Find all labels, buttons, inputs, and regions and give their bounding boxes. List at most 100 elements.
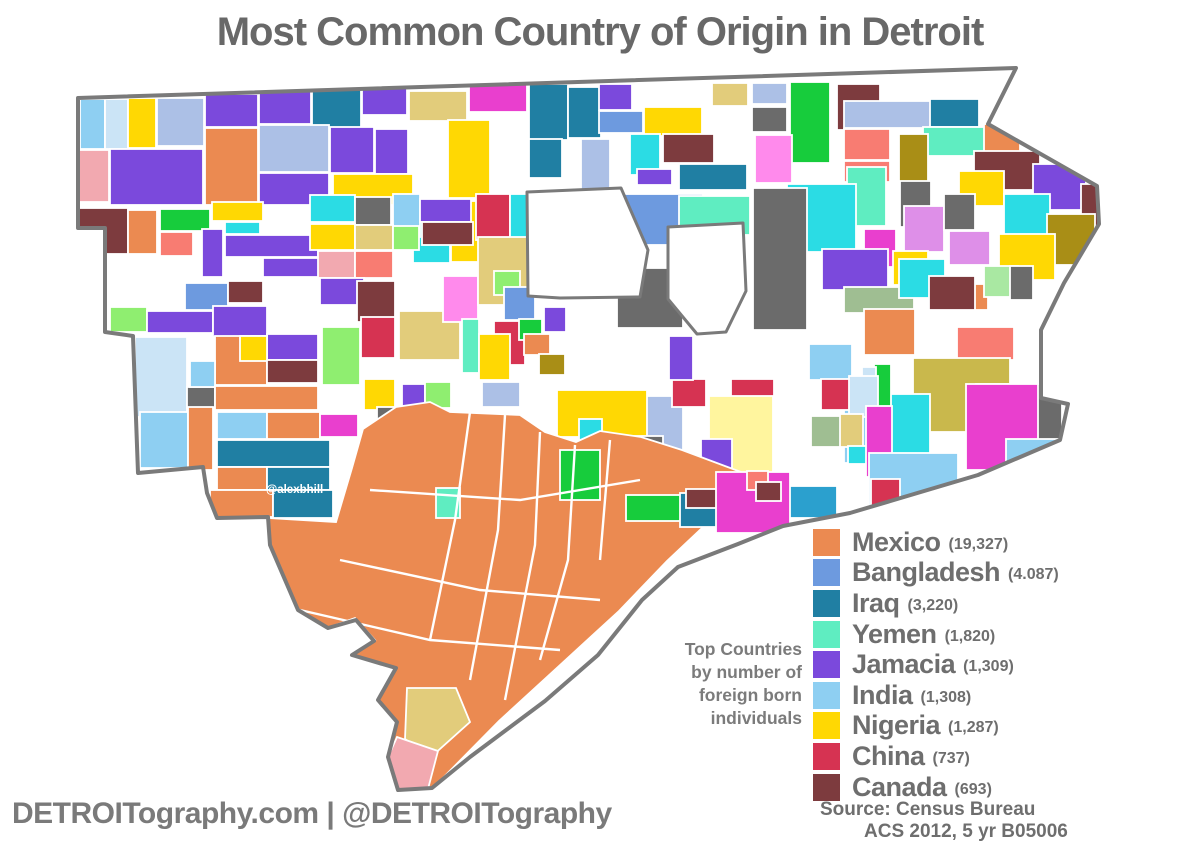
census-tract [447,119,491,199]
legend-count-label: (19,327) [948,535,1009,553]
census-tract [79,98,106,150]
census-tract [475,193,511,241]
legend-country-label: Yemen [852,618,937,649]
census-tract [843,128,891,161]
census-tract [104,98,129,150]
census-tract [321,326,361,386]
legend-color-swatch [813,712,840,740]
tract-layer [78,81,1099,790]
census-tract [668,335,694,381]
census-tract [109,306,148,333]
enclave-city [666,221,748,336]
census-tract [643,106,703,137]
census-tract [903,205,945,253]
census-tract [820,378,851,411]
footer-credit: DETROITography.com | @DETROITography [12,797,612,830]
census-tract [404,687,472,759]
census-tract [374,128,409,175]
census-tract [216,439,331,468]
census-tract [214,385,319,411]
census-tract [843,100,932,129]
census-tract [127,209,158,255]
census-tract [752,187,808,331]
tract-divider-line [339,558,601,602]
census-tract [187,406,214,471]
tract-divider-line [468,414,507,681]
census-tract [580,138,611,193]
census-tract [751,106,788,133]
legend-country-label: Bangladesh [852,557,1001,588]
census-tract [468,83,528,113]
census-tract [209,489,274,518]
legend-country-label: China [852,740,925,771]
legend-color-swatch [813,773,840,801]
census-tract [808,343,853,381]
census-tract [478,333,511,381]
census-tract [146,310,214,334]
source-line-2: ACS 2012, 5 yr B05006 [864,821,1068,842]
census-tract [258,90,312,125]
census-tract [789,81,831,164]
census-tract [424,381,452,409]
census-tract [363,378,396,411]
census-tract [159,208,211,232]
legend-color-swatch [813,620,840,648]
census-tract [309,194,356,223]
city-boundary [76,66,1101,792]
census-tract [224,221,261,235]
census-tract [538,353,566,376]
census-tract [965,383,1039,471]
legend-country-label: Nigeria [852,710,941,741]
census-tract [360,316,396,359]
census-tract [212,305,268,338]
census-tract [678,163,748,191]
census-tract [481,381,521,408]
legend-count-label: (3,220) [907,596,959,614]
census-tract [543,306,567,333]
census-tract [392,225,420,251]
census-tract [216,466,268,491]
legend-country-label: Iraq [852,587,900,618]
census-tract [754,134,793,184]
census-tract [227,280,264,304]
legend-count-label: (1,308) [920,688,972,706]
legend-item-yemen: Yemen (1,820) [813,619,1193,650]
census-tract [329,126,375,174]
census-tract [354,250,394,279]
legend-count-label: (693) [954,780,992,798]
enclave-city [525,186,650,300]
census-tract [266,359,319,384]
map-note-line: foreign born [698,685,802,705]
census-tract [354,196,392,226]
legend-color-swatch [813,589,840,617]
watermark-text: @alexbhill [266,484,323,496]
census-tract [928,275,976,311]
census-tract [109,148,204,206]
tract-divider-line [503,431,542,701]
census-tract [929,98,980,128]
census-tract [266,333,319,361]
census-tract [186,386,216,409]
map-note-line: individuals [710,708,802,728]
census-tract [1003,193,1051,236]
tract-divider-line [369,478,641,502]
census-tract [224,234,319,258]
census-tract [78,149,110,203]
census-tract [361,87,408,116]
legend-count-label: (1,309) [963,658,1014,676]
tract-divider-line [598,439,612,561]
source-attribution: Source: Census Bureau ACS 2012, 5 yr B05… [820,799,1068,843]
census-tract [189,360,216,388]
legend-item-mexico: Mexico (19,327) [813,527,1193,558]
census-tract [863,308,916,356]
legend-count-label: (737) [932,749,970,767]
census-tract [211,201,264,222]
census-tract [898,133,929,184]
legend-color-swatch [813,528,840,556]
census-tract [821,248,889,291]
legend-country-label: Mexico [852,526,941,557]
census-tract [528,138,563,179]
census-tract [839,413,864,448]
